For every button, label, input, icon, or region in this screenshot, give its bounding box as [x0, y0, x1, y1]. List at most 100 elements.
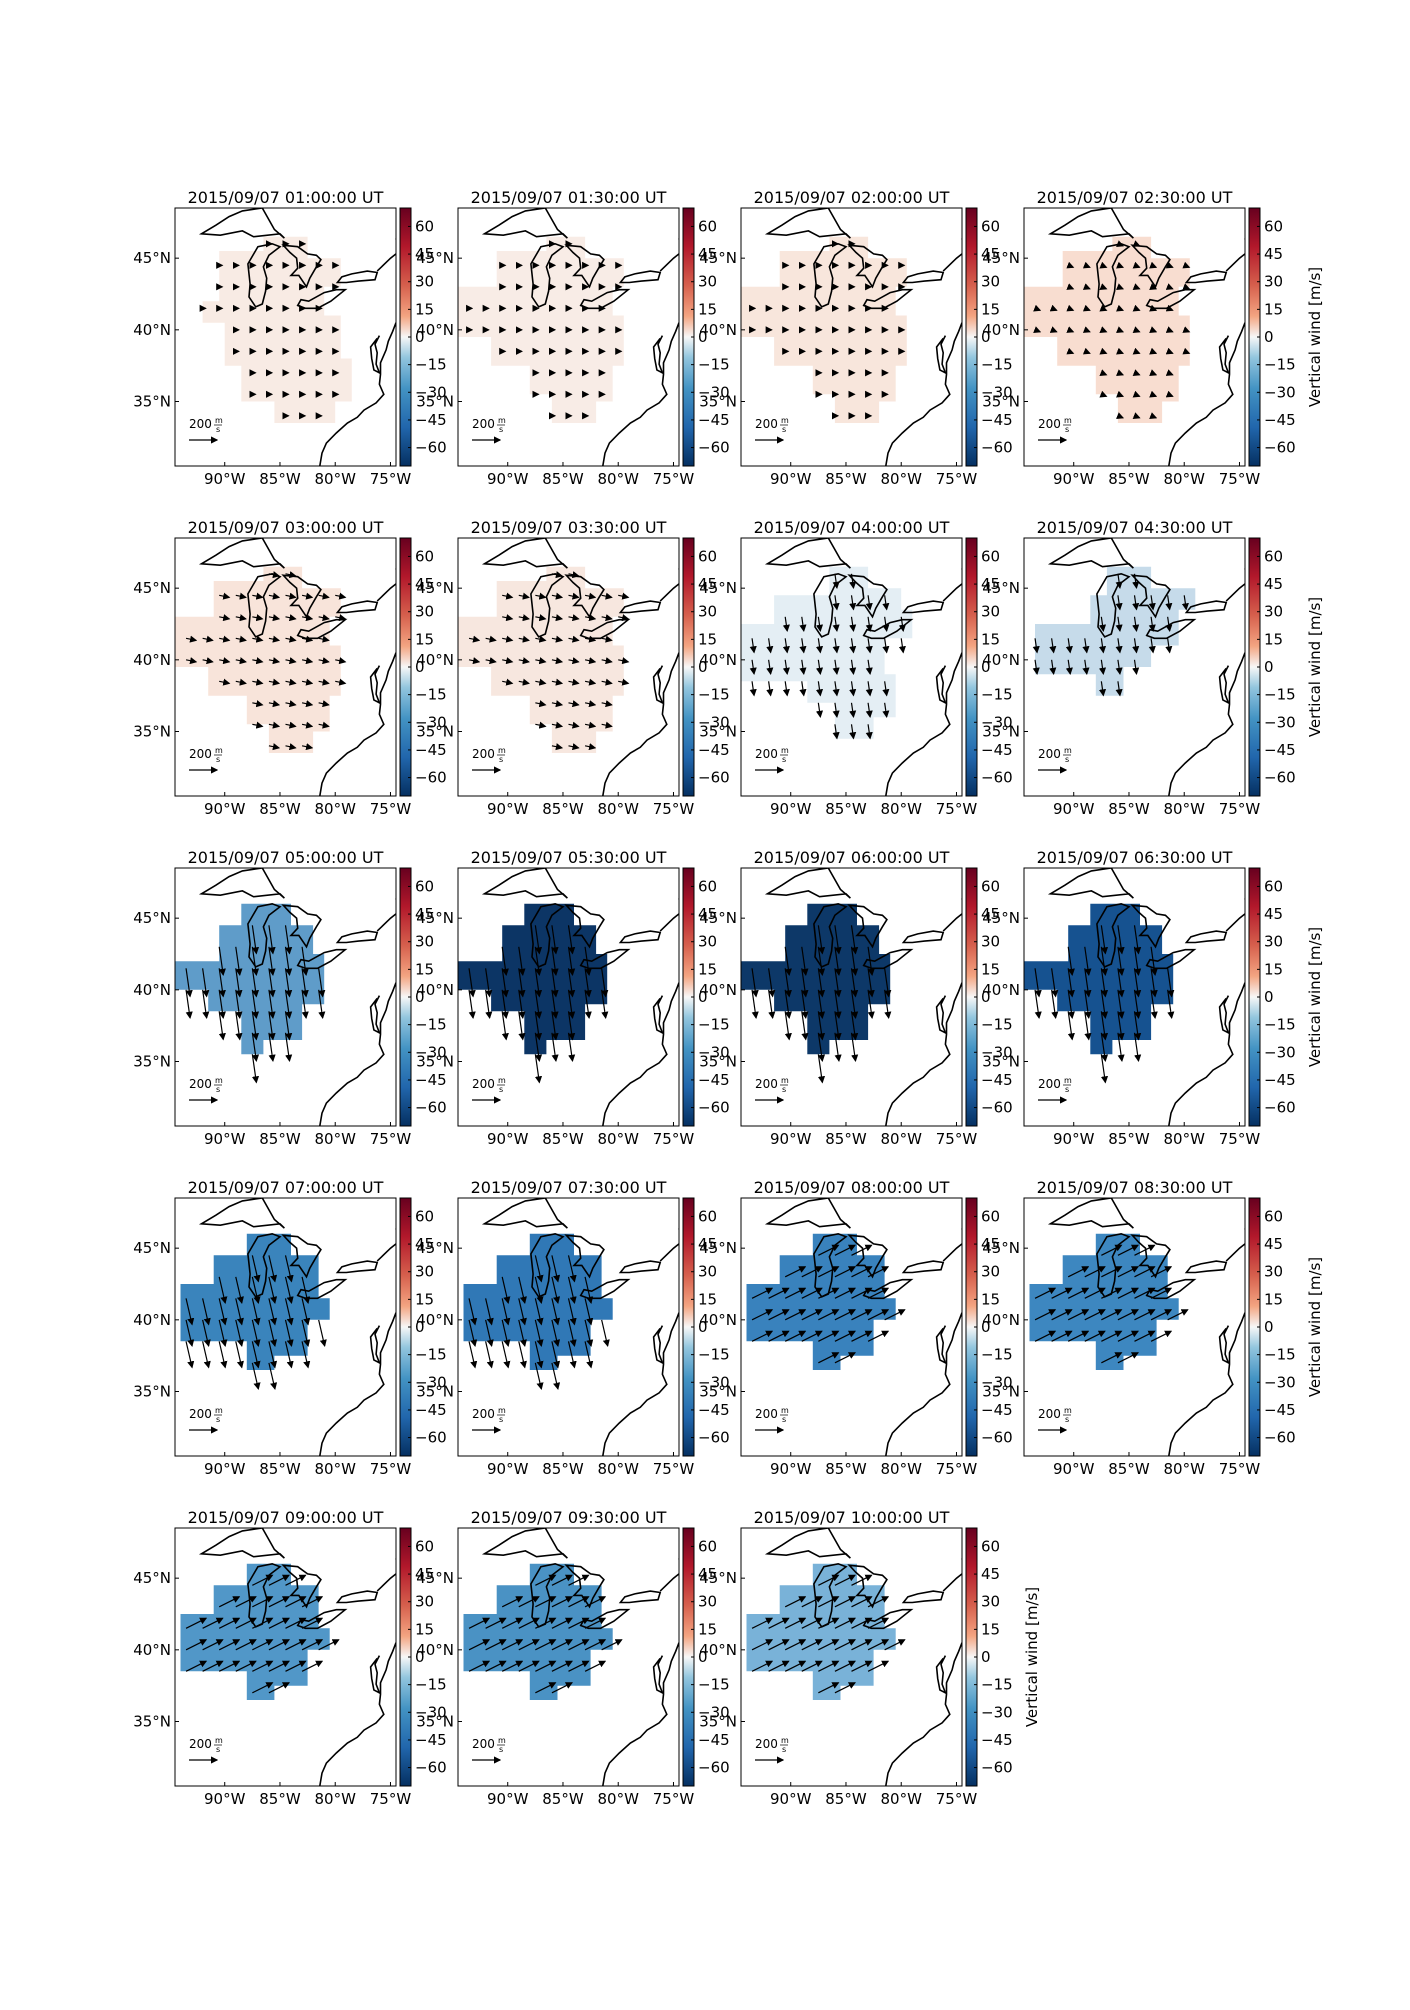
wind-vector — [567, 989, 576, 1020]
map-panel: 2015/09/07 02:00:00 UT 90°W 85°W 80°W 75°W 45… — [699, 188, 1012, 488]
wind-vector — [832, 724, 840, 740]
map-panel: 2015/09/07 08:30:00 UT 90°W 85°W 80°W 75°W 45… — [982, 1178, 1324, 1478]
wind-vector — [834, 1244, 856, 1256]
wind-vector — [1067, 1330, 1090, 1342]
colorbar-tick-label: 15 — [698, 1620, 717, 1638]
wind-vector — [535, 678, 547, 686]
panel-frame — [457, 537, 680, 797]
wind-vector — [1082, 304, 1091, 312]
lake-ontario-outline — [1184, 270, 1228, 284]
wind-vector — [884, 1309, 906, 1321]
colorbar-tick-label: 45 — [415, 575, 434, 593]
lat-tick-label: 45°N — [699, 909, 737, 927]
lake-ontario-outline — [618, 270, 662, 284]
scale-unit-denominator: s — [782, 1085, 786, 1094]
wind-vector — [235, 635, 247, 643]
wind-vector — [815, 616, 824, 633]
chesapeake-bay-outline — [1218, 1325, 1230, 1365]
colorbar-tick-label: 45 — [698, 905, 717, 923]
colorbar-label: Vertical wind [m/s] — [1306, 267, 1324, 407]
lake-michigan-outline — [247, 902, 282, 968]
wind-vector — [784, 1596, 807, 1608]
wind-vector — [751, 1309, 774, 1321]
wind-vector — [784, 1330, 807, 1342]
wind-vector — [834, 946, 842, 977]
wind-vector — [185, 1639, 208, 1651]
wind-vector — [1133, 968, 1142, 998]
lake-michigan-outline — [813, 902, 848, 968]
map-panel: 2015/09/07 06:00:00 UT 90°W 85°W 80°W 75°W 45… — [699, 848, 1012, 1148]
lat-tick-label: 45°N — [982, 909, 1020, 927]
lake-michigan-outline — [247, 1232, 282, 1298]
wind-vector — [1116, 283, 1125, 290]
lon-tick-label: 75°W — [936, 1790, 978, 1808]
lon-tick-label: 80°W — [315, 800, 357, 818]
wind-vector — [867, 946, 875, 977]
wind-vector — [1049, 304, 1058, 312]
wind-vector — [1051, 1309, 1073, 1321]
lon-tick-label: 90°W — [487, 800, 529, 818]
st-lawrence-outline — [942, 913, 962, 932]
wind-vector — [1115, 638, 1123, 654]
colorbar-tick-label: −60 — [415, 1429, 447, 1447]
lon-tick-label: 85°W — [1108, 1460, 1150, 1478]
colorbar-tick-label: 15 — [1264, 630, 1283, 648]
wind-vector — [518, 1341, 527, 1369]
wind-vector — [1082, 261, 1091, 269]
wind-vector — [518, 946, 526, 977]
colorbar-tick-label: −60 — [698, 1759, 730, 1777]
colorbar-tick-label: 15 — [698, 1290, 717, 1308]
wind-vector — [485, 635, 497, 643]
wind-vector — [551, 657, 564, 665]
colorbar-tick-label: 0 — [1264, 658, 1274, 676]
lon-tick-label: 85°W — [825, 800, 867, 818]
coastline-east — [885, 652, 962, 796]
wind-vector — [1033, 304, 1042, 312]
wind-vector — [801, 1330, 823, 1342]
wind-vector — [567, 1255, 577, 1283]
lon-tick-label: 75°W — [1219, 470, 1261, 488]
wind-vector — [867, 989, 875, 1020]
scale-unit-numerator: m — [1064, 1076, 1072, 1085]
wind-vector — [849, 659, 857, 676]
wind-vector — [535, 1617, 557, 1629]
wind-vector — [501, 1639, 524, 1651]
wind-vector — [301, 1319, 311, 1348]
wind-vector — [1117, 1266, 1139, 1278]
wind-vector — [865, 681, 873, 697]
lake-superior-outline — [481, 868, 568, 899]
colorbar-tick-label: −30 — [1264, 713, 1296, 731]
lon-tick-label: 75°W — [653, 1460, 695, 1478]
wind-vector — [301, 721, 314, 729]
panel-frame — [1023, 867, 1246, 1127]
wind-vector — [567, 1276, 577, 1305]
wind-vector — [818, 1617, 840, 1629]
wind-vector — [1066, 347, 1075, 355]
wind-vector — [285, 1660, 307, 1672]
wind-vector — [751, 1287, 774, 1299]
lat-tick-label: 35°N — [133, 1713, 171, 1731]
wind-vector — [468, 989, 476, 1020]
wind-vector — [1165, 390, 1174, 398]
wind-vector — [251, 1255, 261, 1283]
lon-tick-label: 85°W — [1108, 800, 1150, 818]
colorbar-tick-label: 60 — [1264, 547, 1283, 565]
wind-vector — [202, 1660, 224, 1672]
scale-unit-denominator: s — [782, 755, 786, 764]
wind-vector — [768, 1617, 790, 1629]
wind-vector — [584, 989, 592, 1020]
map-panel: 2015/09/07 06:30:00 UT 90°W 85°W 80°W 75°W 45… — [982, 848, 1324, 1148]
wind-vector — [235, 614, 247, 622]
wind-vector — [832, 702, 840, 719]
wind-vector — [252, 1660, 274, 1672]
scale-label: 200 — [472, 1407, 495, 1421]
colorbar-tick-label: −30 — [981, 1703, 1013, 1721]
wind-vector — [618, 678, 630, 686]
lon-tick-label: 75°W — [653, 1790, 695, 1808]
st-lawrence-outline — [1225, 253, 1245, 272]
wind-vector — [801, 1596, 823, 1608]
colorbar-tick-label: 60 — [698, 877, 717, 895]
wind-vector — [801, 1617, 823, 1629]
wind-vector — [601, 700, 613, 708]
wind-vector — [818, 1596, 840, 1608]
